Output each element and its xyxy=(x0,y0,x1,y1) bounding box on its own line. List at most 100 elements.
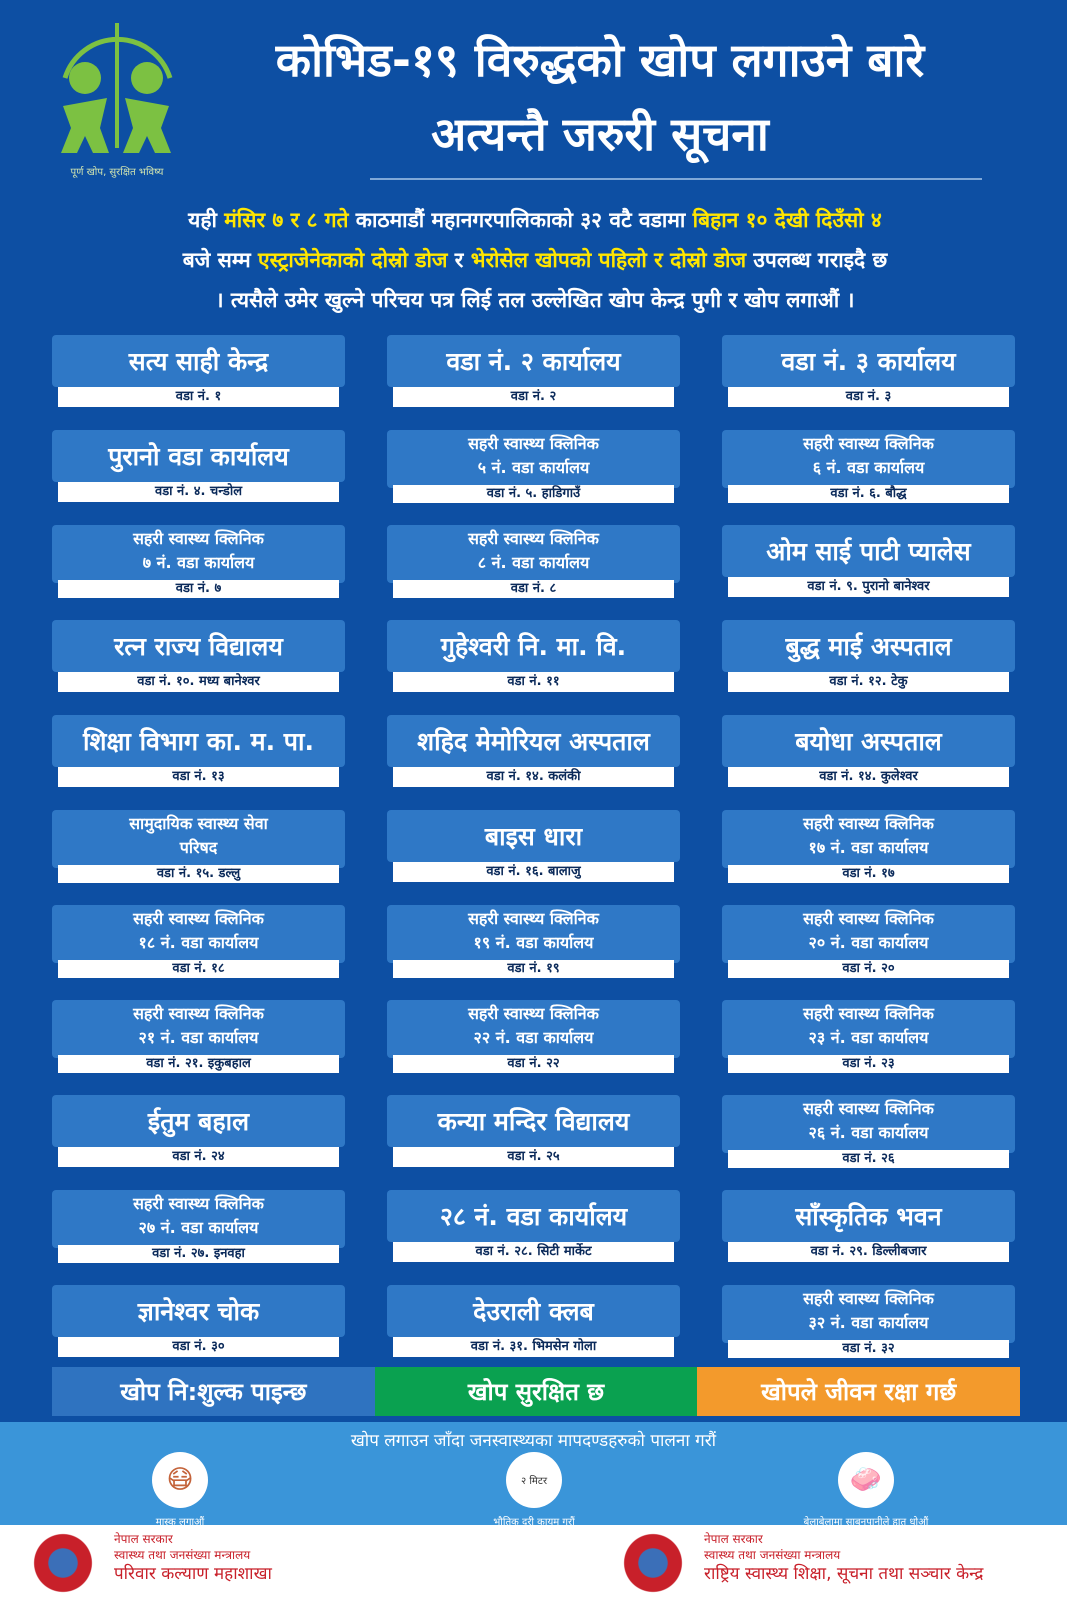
center-name-line: सत्य साही केन्द्र xyxy=(128,347,269,376)
center-name-line: २६ नं. वडा कार्यालय xyxy=(808,1123,929,1142)
center-card: सहरी स्वास्थ्य क्लिनिक ६ नं. वडा कार्यालय… xyxy=(722,430,1015,503)
center-name-line: सहरी स्वास्थ्य क्लिनिक xyxy=(468,529,599,548)
center-name-line: कन्या मन्दिर विद्यालय xyxy=(437,1107,630,1136)
center-card: शहिद मेमोरियल अस्पताल वडा नं. १४. कलंकी xyxy=(387,715,680,787)
center-name-line: ईतुम बहाल xyxy=(147,1107,250,1136)
center-ward: वडा नं. १८ xyxy=(58,960,339,978)
center-name-line: परिषद xyxy=(179,838,218,857)
center-name-line: सहरी स्वास्थ्य क्लिनिक xyxy=(133,909,264,928)
center-name: गुहेश्वरी नि. मा. वि. xyxy=(387,620,680,672)
intro-text: । त्यसैले उमेर खुल्ने परिचय पत्र लिई तल … xyxy=(215,288,855,312)
title-line-2: अत्यन्तै जरुरी सूचना xyxy=(431,107,769,161)
center-card: सहरी स्वास्थ्य क्लिनिक २२ नं. वडा कार्याल… xyxy=(387,1000,680,1073)
center-card: २८ नं. वडा कार्यालय वडा नं. २८. सिटी मार्… xyxy=(387,1190,680,1262)
center-name-line: सहरी स्वास्थ्य क्लिनिक xyxy=(468,1004,599,1023)
org-gov: नेपाल सरकार xyxy=(704,1532,763,1546)
guidelines-band: खोप लगाउन जाँदा जनस्वास्थ्यका मापदण्डहरु… xyxy=(0,1422,1067,1528)
center-name: सहरी स्वास्थ्य क्लिनिक २१ नं. वडा कार्याल… xyxy=(52,1000,345,1058)
org-family-welfare: नेपाल सरकार स्वास्थ्य तथा जनसंख्या मन्त्र… xyxy=(28,1531,272,1595)
center-name-line: २२ नं. वडा कार्यालय xyxy=(473,1028,594,1047)
center-ward: वडा नं. ६. बौद्ध xyxy=(728,485,1009,503)
center-ward: वडा नं. ३ xyxy=(728,387,1009,407)
center-name-line: सहरी स्वास्थ्य क्लिनिक xyxy=(803,434,934,453)
intro-notice: यही मंसिर ७ र ८ गते काठमाडौं महानगरपालिक… xyxy=(20,200,1050,320)
center-name-line: वडा नं. ३ कार्यालय xyxy=(781,347,956,376)
center-name: सत्य साही केन्द्र xyxy=(52,335,345,387)
center-name-line: २० नं. वडा कार्यालय xyxy=(808,933,929,952)
center-name-line: गुहेश्वरी नि. मा. वि. xyxy=(440,632,627,661)
center-ward: वडा नं. २७. इनवहा xyxy=(58,1245,339,1263)
center-name: सहरी स्वास्थ्य क्लिनिक २३ नं. वडा कार्याल… xyxy=(722,1000,1015,1058)
tip-distance: २ मिटर भौतिक दूरी कायम गरौं xyxy=(434,1452,634,1528)
center-name: बुद्ध माई अस्पताल xyxy=(722,620,1015,672)
center-name: बयोधा अस्पताल xyxy=(722,715,1015,767)
center-card: रत्न राज्य विद्यालय वडा नं. १०. मध्य बाने… xyxy=(52,620,345,692)
center-ward: वडा नं. २१. इकुबहाल xyxy=(58,1055,339,1073)
center-ward: वडा नं. २६ xyxy=(728,1150,1009,1168)
intro-text: उपलब्ध गराइदै छ xyxy=(746,248,888,272)
center-card: सहरी स्वास्थ्य क्लिनिक २६ नं. वडा कार्याल… xyxy=(722,1095,1015,1168)
center-name-line: ७ नं. वडा कार्यालय xyxy=(142,553,255,572)
center-name: साँस्कृतिक भवन xyxy=(722,1190,1015,1242)
center-card: सहरी स्वास्थ्य क्लिनिक १८ नं. वडा कार्याल… xyxy=(52,905,345,978)
center-ward: वडा नं. ११ xyxy=(393,672,674,692)
center-ward: वडा नं. २० xyxy=(728,960,1009,978)
center-card: सहरी स्वास्थ्य क्लिनिक २० नं. वडा कार्याल… xyxy=(722,905,1015,978)
center-name-line: सहरी स्वास्थ्य क्लिनिक xyxy=(133,1004,264,1023)
center-name-line: ३२ नं. वडा कार्यालय xyxy=(808,1313,929,1332)
center-card: गुहेश्वरी नि. मा. वि. वडा नं. ११ xyxy=(387,620,680,692)
center-ward: वडा नं. १४. कलंकी xyxy=(393,767,674,787)
center-name-line: १८ नं. वडा कार्यालय xyxy=(138,933,259,952)
tip-label: मास्क लगाऔं xyxy=(155,1517,205,1528)
center-name-line: शहिद मेमोरियल अस्पताल xyxy=(417,727,650,756)
center-card: सहरी स्वास्थ्य क्लिनिक १९ नं. वडा कार्याल… xyxy=(387,905,680,978)
center-card: ज्ञानेश्वर चोक वडा नं. ३० xyxy=(52,1285,345,1357)
center-name: सहरी स्वास्थ्य क्लिनिक १९ नं. वडा कार्याल… xyxy=(387,905,680,963)
center-card: सहरी स्वास्थ्य क्लिनिक २७ नं. वडा कार्याल… xyxy=(52,1190,345,1263)
center-card: सहरी स्वास्थ्य क्लिनिक ३२ नं. वडा कार्याल… xyxy=(722,1285,1015,1358)
center-name: सहरी स्वास्थ्य क्लिनिक २७ नं. वडा कार्याल… xyxy=(52,1190,345,1248)
center-card: शिक्षा विभाग का. म. पा. वडा नं. १३ xyxy=(52,715,345,787)
center-name-line: रत्न राज्य विद्यालय xyxy=(114,632,283,661)
center-ward: वडा नं. २ xyxy=(393,387,674,407)
intro-text: काठमाडौं महानगरपालिकाको ३२ वटै वडामा xyxy=(348,208,693,232)
intro-text: बजे सम्म xyxy=(182,248,258,272)
center-name-line: २१ नं. वडा कार्यालय xyxy=(138,1028,259,1047)
center-name: ईतुम बहाल xyxy=(52,1095,345,1147)
center-name: सहरी स्वास्थ्य क्लिनिक २२ नं. वडा कार्याल… xyxy=(387,1000,680,1058)
center-name: शहिद मेमोरियल अस्पताल xyxy=(387,715,680,767)
center-ward: वडा नं. ३० xyxy=(58,1337,339,1357)
org-ministry: स्वास्थ्य तथा जनसंख्या मन्त्रालय xyxy=(704,1548,841,1562)
org-nhei: नेपाल सरकार स्वास्थ्य तथा जनसंख्या मन्त्र… xyxy=(618,1531,983,1595)
center-name-line: ओम साई पाटी प्यालेस xyxy=(766,537,971,566)
center-name-line: सहरी स्वास्थ्य क्लिनिक xyxy=(133,1194,264,1213)
center-name: ओम साई पाटी प्यालेस xyxy=(722,525,1015,577)
immunization-logo xyxy=(61,23,173,153)
org-ministry: स्वास्थ्य तथा जनसंख्या मन्त्रालय xyxy=(114,1548,251,1562)
center-name: कन्या मन्दिर विद्यालय xyxy=(387,1095,680,1147)
center-name: वडा नं. ३ कार्यालय xyxy=(722,335,1015,387)
center-card: वडा नं. ३ कार्यालय वडा नं. ३ xyxy=(722,335,1015,407)
center-name: सहरी स्वास्थ्य क्लिनिक ६ नं. वडा कार्यालय xyxy=(722,430,1015,488)
intro-highlight: मंसिर ७ र ८ गते xyxy=(224,208,349,232)
center-name-line: २७ नं. वडा कार्यालय xyxy=(138,1218,259,1237)
center-card: ओम साई पाटी प्यालेस वडा नं. ९. पुरानो बान… xyxy=(722,525,1015,597)
slogan-saves-life: खोपले जीवन रक्षा गर्छ xyxy=(697,1367,1021,1416)
center-card: पुरानो वडा कार्यालय वडा नं. ४. चन्डोल xyxy=(52,430,345,502)
center-name-line: पुरानो वडा कार्यालय xyxy=(108,442,289,471)
mask-icon: 😷 xyxy=(152,1452,208,1508)
center-name-line: सहरी स्वास्थ्य क्लिनिक xyxy=(468,909,599,928)
center-name-line: बाइस धारा xyxy=(484,822,583,851)
center-name: सहरी स्वास्थ्य क्लिनिक ७ नं. वडा कार्यालय xyxy=(52,525,345,583)
center-name-line: बुद्ध माई अस्पताल xyxy=(785,632,952,661)
center-name: २८ नं. वडा कार्यालय xyxy=(387,1190,680,1242)
center-name-line: ज्ञानेश्वर चोक xyxy=(137,1297,260,1326)
center-name: सामुदायिक स्वास्थ्य सेवा परिषद xyxy=(52,810,345,868)
center-name: सहरी स्वास्थ्य क्लिनिक २० नं. वडा कार्याल… xyxy=(722,905,1015,963)
center-card: सहरी स्वास्थ्य क्लिनिक ५ नं. वडा कार्यालय… xyxy=(387,430,680,503)
center-name-line: साँस्कृतिक भवन xyxy=(795,1202,942,1231)
center-name: सहरी स्वास्थ्य क्लिनिक ५ नं. वडा कार्यालय xyxy=(387,430,680,488)
center-name-line: २८ नं. वडा कार्यालय xyxy=(439,1202,628,1231)
center-name: सहरी स्वास्थ्य क्लिनिक ८ नं. वडा कार्यालय xyxy=(387,525,680,583)
center-name-line: सहरी स्वास्थ्य क्लिनिक xyxy=(803,814,934,833)
